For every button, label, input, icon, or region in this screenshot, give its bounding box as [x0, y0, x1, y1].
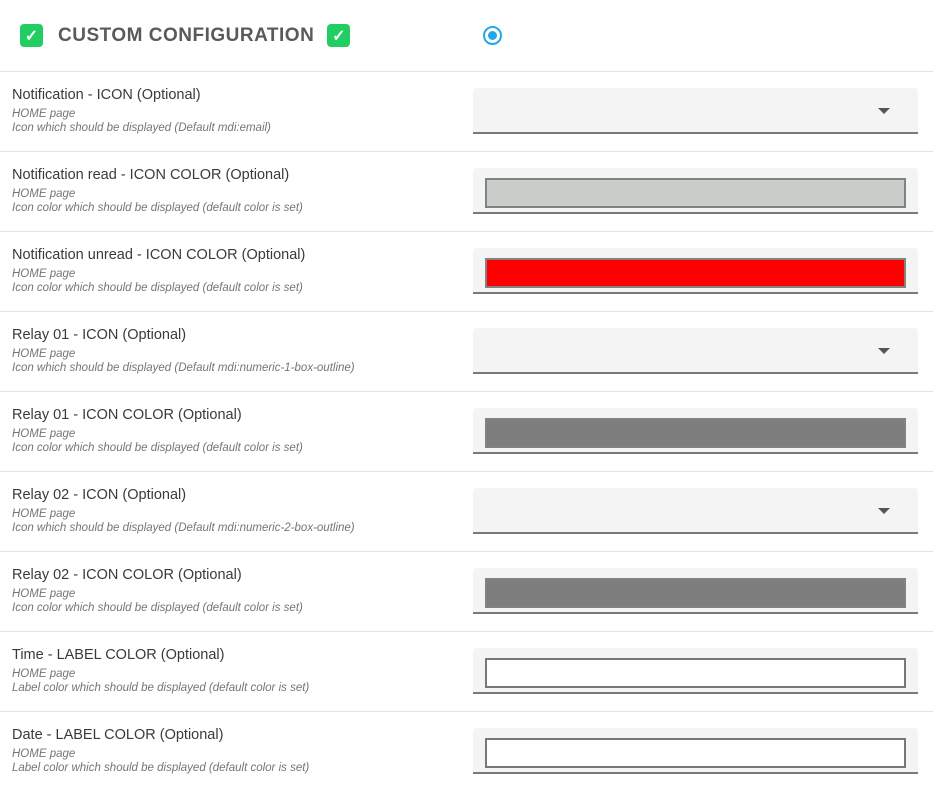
row-description: Icon color which should be displayed (de…	[12, 441, 303, 454]
relay02-color-swatch[interactable]	[485, 578, 906, 608]
row-description: Icon which should be displayed (Default …	[12, 361, 355, 374]
config-row-notification-icon: Notification - ICON (Optional) HOME page…	[0, 72, 933, 152]
row-description: Icon which should be displayed (Default …	[12, 121, 271, 134]
section-header: ✓ CUSTOM CONFIGURATION ✓	[0, 0, 933, 72]
row-text-block: Time - LABEL COLOR (Optional) HOME page …	[0, 632, 309, 711]
relay01-icon-select[interactable]	[473, 328, 918, 374]
radio-selected-icon[interactable]	[483, 26, 502, 45]
notification-unread-color-swatch[interactable]	[485, 258, 906, 288]
row-subtitle: HOME page	[12, 508, 76, 520]
row-description: Icon color which should be displayed (de…	[12, 601, 303, 614]
checkbox-checked-icon[interactable]: ✓	[327, 24, 351, 47]
config-row-relay01-icon: Relay 01 - ICON (Optional) HOME page Ico…	[0, 312, 933, 392]
row-subtitle: HOME page	[12, 268, 76, 280]
date-label-color-field	[473, 728, 918, 774]
row-title: Date - LABEL COLOR (Optional)	[12, 727, 224, 743]
row-control	[473, 568, 918, 631]
config-row-notification-unread-color: Notification unread - ICON COLOR (Option…	[0, 232, 933, 312]
row-control	[473, 248, 918, 311]
row-description: Label color which should be displayed (d…	[12, 681, 310, 694]
checkbox-checked-icon[interactable]: ✓	[20, 24, 43, 47]
row-subtitle: HOME page	[12, 668, 76, 680]
section-title: CUSTOM CONFIGURATION	[58, 24, 315, 46]
row-subtitle: HOME page	[12, 748, 76, 760]
row-description: Label color which should be displayed (d…	[12, 761, 310, 774]
time-label-color-field	[473, 648, 918, 694]
row-text-block: Notification - ICON (Optional) HOME page…	[0, 72, 271, 151]
row-subtitle: HOME page	[12, 588, 76, 600]
row-text-block: Relay 02 - ICON COLOR (Optional) HOME pa…	[0, 552, 303, 631]
row-description: Icon color which should be displayed (de…	[12, 201, 303, 214]
row-text-block: Relay 01 - ICON (Optional) HOME page Ico…	[0, 312, 355, 391]
config-row-relay02-icon: Relay 02 - ICON (Optional) HOME page Ico…	[0, 472, 933, 552]
notification-read-color-field	[473, 168, 918, 214]
row-control	[473, 88, 918, 151]
row-title: Notification - ICON (Optional)	[12, 87, 201, 103]
notification-unread-color-field	[473, 248, 918, 294]
row-subtitle: HOME page	[12, 428, 76, 440]
date-label-color-input[interactable]	[485, 738, 906, 768]
row-text-block: Notification unread - ICON COLOR (Option…	[0, 232, 305, 311]
chevron-down-icon	[878, 508, 890, 514]
chevron-down-icon	[878, 348, 890, 354]
row-title: Relay 02 - ICON (Optional)	[12, 487, 187, 503]
row-subtitle: HOME page	[12, 348, 76, 360]
relay01-color-field	[473, 408, 918, 454]
chevron-down-icon	[878, 108, 890, 114]
row-subtitle: HOME page	[12, 108, 76, 120]
row-control	[473, 168, 918, 231]
row-title: Time - LABEL COLOR (Optional)	[12, 647, 225, 663]
notification-read-color-swatch[interactable]	[485, 178, 906, 208]
config-row-relay01-color: Relay 01 - ICON COLOR (Optional) HOME pa…	[0, 392, 933, 472]
row-text-block: Relay 01 - ICON COLOR (Optional) HOME pa…	[0, 392, 303, 471]
row-control	[473, 648, 918, 711]
row-title: Relay 01 - ICON COLOR (Optional)	[12, 407, 242, 423]
time-label-color-input[interactable]	[485, 658, 906, 688]
row-subtitle: HOME page	[12, 188, 76, 200]
radio-dot	[488, 31, 497, 40]
notification-icon-select[interactable]	[473, 88, 918, 134]
row-text-block: Notification read - ICON COLOR (Optional…	[0, 152, 303, 231]
row-title: Relay 02 - ICON COLOR (Optional)	[12, 567, 242, 583]
row-description: Icon color which should be displayed (de…	[12, 281, 303, 294]
row-description: Icon which should be displayed (Default …	[12, 521, 355, 534]
row-control	[473, 728, 918, 792]
config-row-relay02-color: Relay 02 - ICON COLOR (Optional) HOME pa…	[0, 552, 933, 632]
relay01-color-swatch[interactable]	[485, 418, 906, 448]
row-text-block: Date - LABEL COLOR (Optional) HOME page …	[0, 712, 309, 792]
row-text-block: Relay 02 - ICON (Optional) HOME page Ico…	[0, 472, 355, 551]
row-control	[473, 408, 918, 471]
row-control	[473, 328, 918, 391]
relay02-icon-select[interactable]	[473, 488, 918, 534]
config-row-notification-read-color: Notification read - ICON COLOR (Optional…	[0, 152, 933, 232]
relay02-color-field	[473, 568, 918, 614]
row-title: Relay 01 - ICON (Optional)	[12, 327, 187, 343]
config-row-time-label-color: Time - LABEL COLOR (Optional) HOME page …	[0, 632, 933, 712]
config-row-date-label-color: Date - LABEL COLOR (Optional) HOME page …	[0, 712, 933, 792]
row-control	[473, 488, 918, 551]
row-title: Notification unread - ICON COLOR (Option…	[12, 247, 306, 263]
row-title: Notification read - ICON COLOR (Optional…	[12, 167, 290, 183]
